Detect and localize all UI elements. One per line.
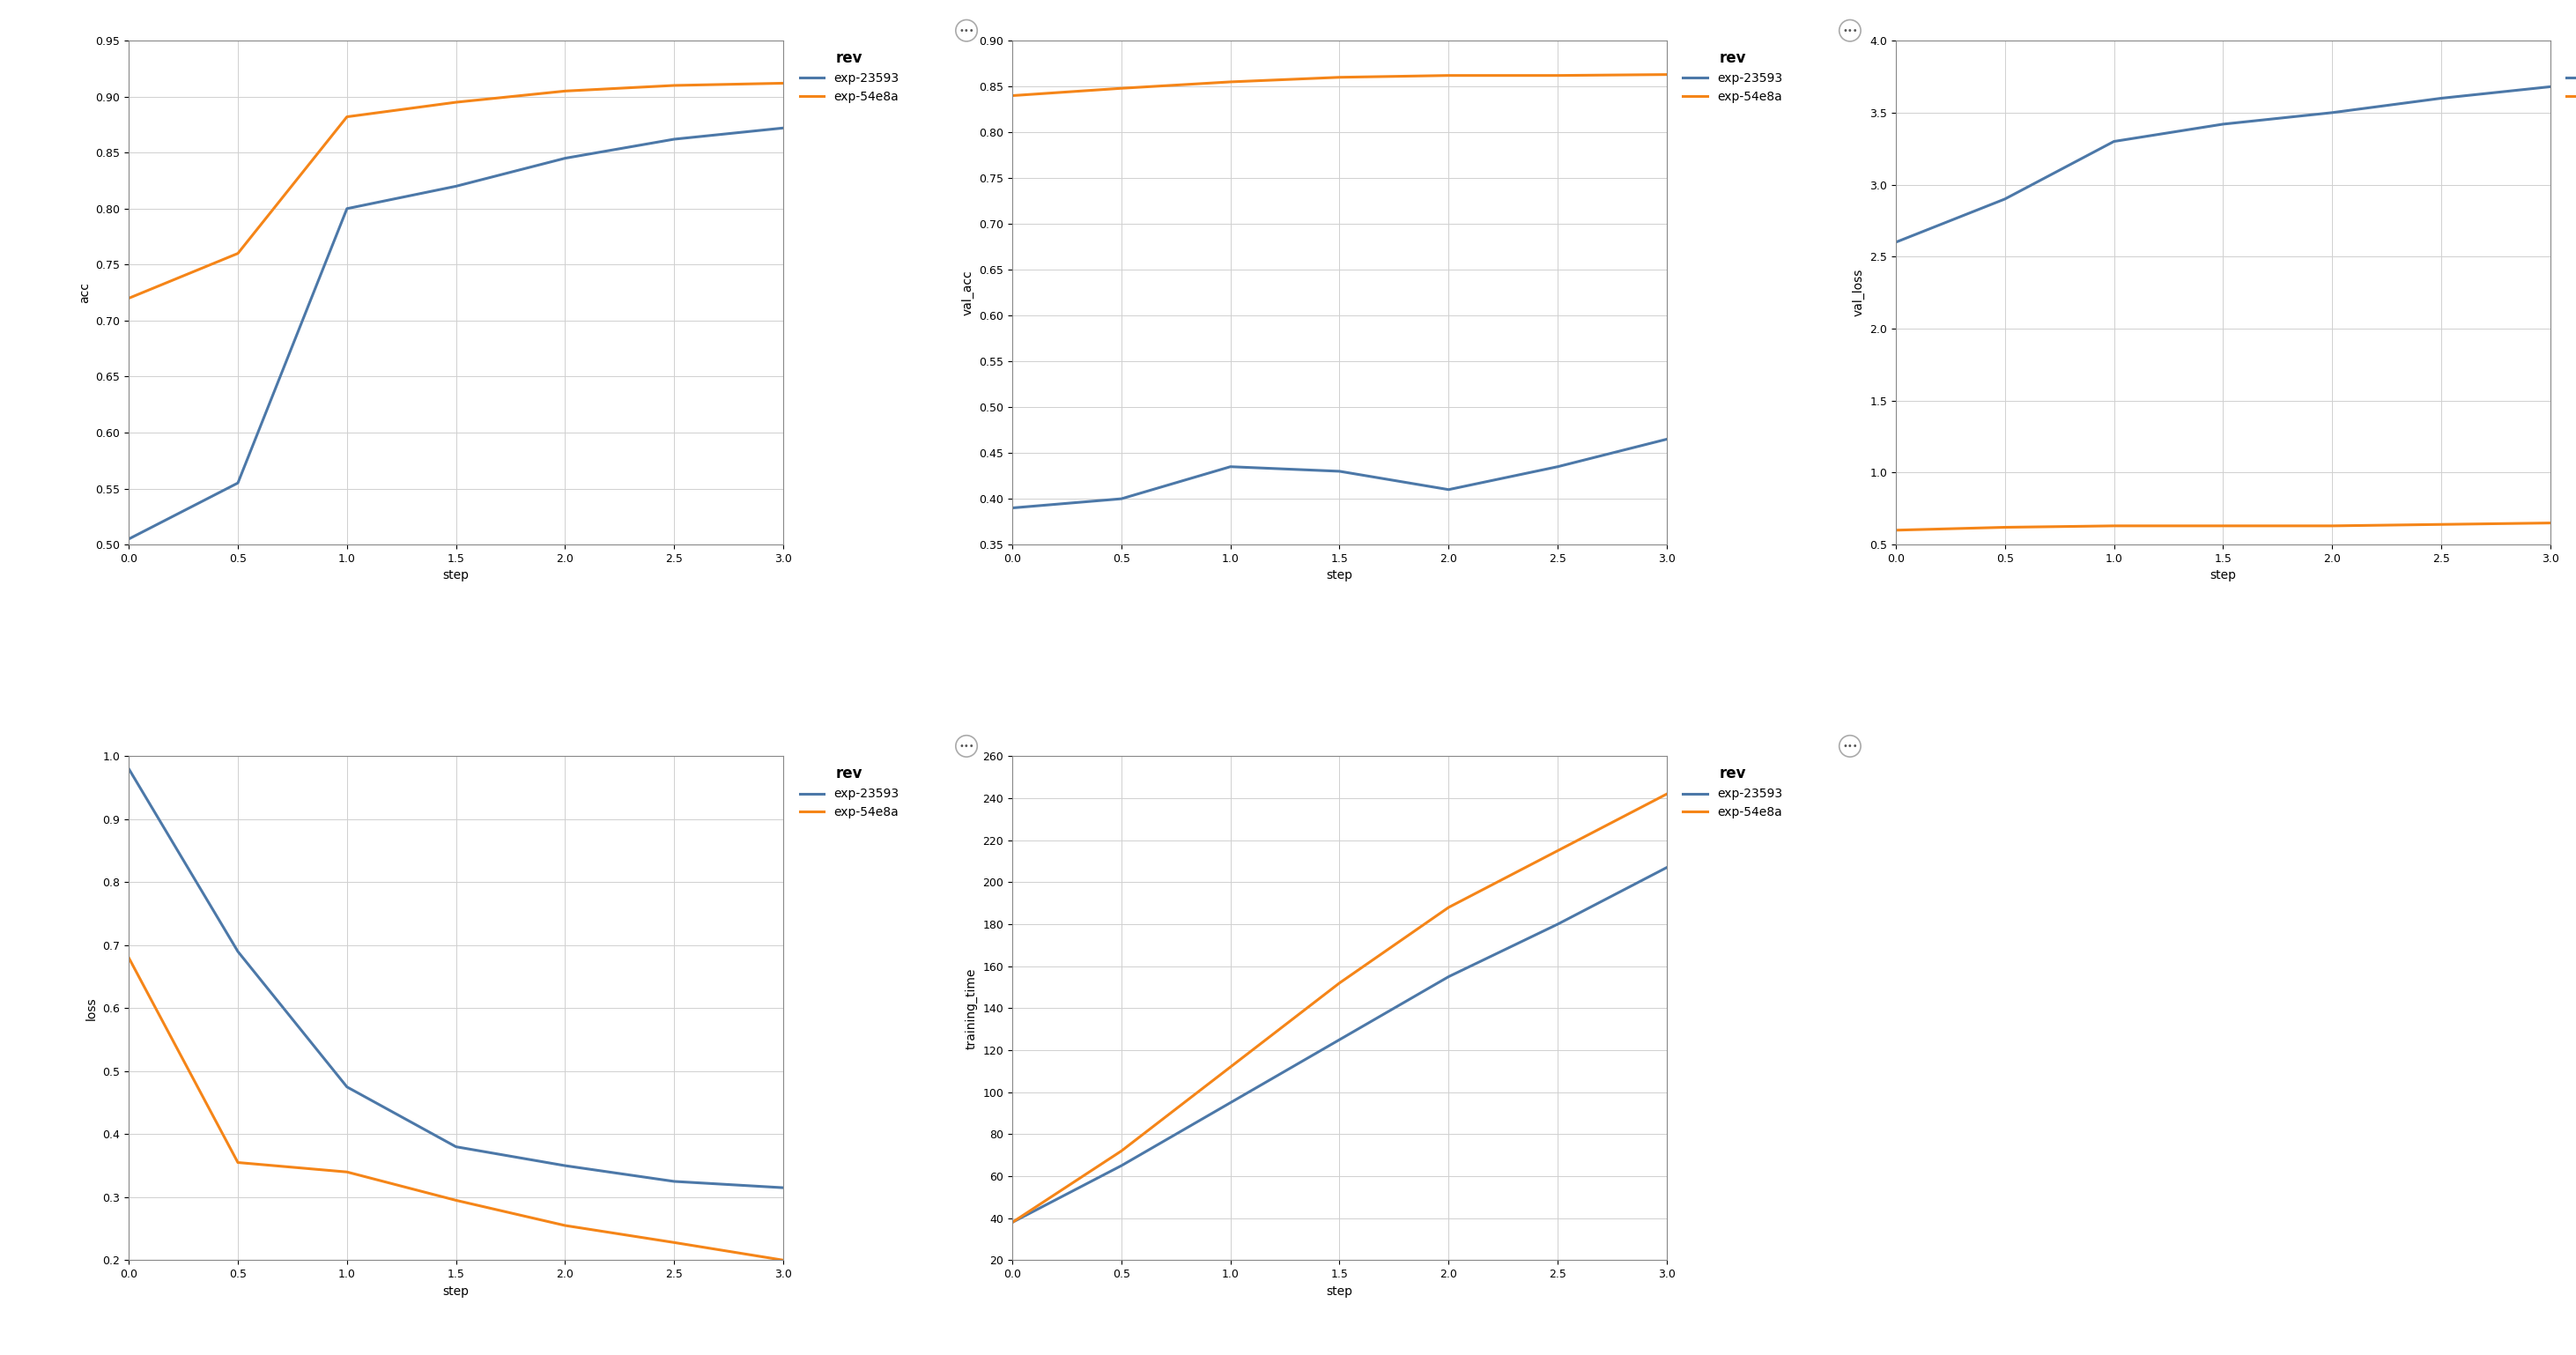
exp-54e8a — [659, 77, 690, 93]
Line: exp-23593: exp-23593 — [129, 127, 783, 539]
Line: exp-54e8a: exp-54e8a — [1896, 523, 2550, 530]
exp-23593 — [659, 131, 690, 148]
exp-54e8a — [1543, 68, 1574, 84]
exp-23593 — [113, 531, 144, 547]
exp-23593 — [332, 201, 363, 217]
exp-23593 — [549, 1157, 580, 1173]
exp-54e8a — [222, 1154, 252, 1171]
Legend: exp-23593, exp-54e8a: exp-23593, exp-54e8a — [2563, 47, 2576, 107]
exp-23593 — [1543, 458, 1574, 474]
Text: •••: ••• — [958, 741, 974, 751]
exp-23593 — [440, 1138, 471, 1154]
exp-23593 — [1432, 969, 1463, 985]
exp-54e8a — [1543, 843, 1574, 859]
Legend: exp-23593, exp-54e8a: exp-23593, exp-54e8a — [796, 763, 902, 822]
exp-23593 — [1216, 458, 1247, 474]
exp-23593 — [1105, 491, 1136, 507]
exp-54e8a — [768, 1252, 799, 1268]
exp-54e8a — [997, 88, 1028, 104]
X-axis label: step: step — [1327, 1285, 1352, 1297]
exp-54e8a — [1989, 519, 2020, 535]
exp-23593 — [2099, 133, 2130, 149]
exp-54e8a — [1216, 1058, 1247, 1075]
exp-23593 — [1324, 1031, 1355, 1047]
Line: exp-54e8a: exp-54e8a — [129, 83, 783, 298]
exp-23593 — [1880, 234, 1911, 251]
exp-54e8a — [549, 1217, 580, 1233]
Y-axis label: loss: loss — [85, 996, 98, 1020]
exp-54e8a — [2208, 518, 2239, 534]
Text: •••: ••• — [958, 26, 974, 35]
Legend: exp-23593, exp-54e8a: exp-23593, exp-54e8a — [1680, 763, 1785, 822]
exp-23593 — [659, 1173, 690, 1190]
Line: exp-54e8a: exp-54e8a — [1012, 794, 1667, 1222]
exp-23593 — [440, 178, 471, 194]
exp-54e8a — [768, 75, 799, 91]
Line: exp-54e8a: exp-54e8a — [1012, 75, 1667, 96]
exp-23593 — [1216, 1095, 1247, 1111]
exp-23593 — [332, 1079, 363, 1095]
exp-23593 — [1432, 481, 1463, 497]
exp-54e8a — [1324, 69, 1355, 85]
exp-54e8a — [1105, 80, 1136, 96]
Y-axis label: acc: acc — [77, 282, 90, 304]
exp-54e8a — [222, 245, 252, 262]
exp-23593 — [1651, 859, 1682, 875]
Y-axis label: val_acc: val_acc — [961, 270, 974, 316]
exp-23593 — [222, 474, 252, 491]
exp-54e8a — [1432, 68, 1463, 84]
exp-23593 — [2316, 104, 2347, 121]
Text: •••: ••• — [1842, 741, 1857, 751]
exp-54e8a — [1432, 900, 1463, 916]
exp-54e8a — [997, 1214, 1028, 1230]
X-axis label: step: step — [1327, 569, 1352, 581]
exp-23593 — [1324, 463, 1355, 480]
X-axis label: step: step — [443, 569, 469, 581]
exp-54e8a — [2316, 518, 2347, 534]
X-axis label: step: step — [443, 1285, 469, 1297]
exp-54e8a — [2427, 516, 2458, 533]
exp-23593 — [222, 943, 252, 959]
Y-axis label: val_loss: val_loss — [1852, 268, 1865, 317]
exp-54e8a — [1651, 786, 1682, 802]
exp-54e8a — [1880, 522, 1911, 538]
Text: •••: ••• — [1842, 26, 1857, 35]
X-axis label: step: step — [2210, 569, 2236, 581]
exp-23593 — [997, 500, 1028, 516]
exp-23593 — [1651, 431, 1682, 447]
Line: exp-23593: exp-23593 — [1012, 439, 1667, 508]
exp-54e8a — [332, 1164, 363, 1180]
Line: exp-23593: exp-23593 — [129, 768, 783, 1188]
Y-axis label: training_time: training_time — [966, 967, 979, 1049]
exp-54e8a — [659, 1234, 690, 1251]
exp-54e8a — [2099, 518, 2130, 534]
exp-54e8a — [332, 108, 363, 125]
exp-54e8a — [1216, 73, 1247, 89]
Line: exp-23593: exp-23593 — [1896, 87, 2550, 243]
Line: exp-23593: exp-23593 — [1012, 867, 1667, 1222]
exp-54e8a — [440, 93, 471, 110]
Legend: exp-23593, exp-54e8a: exp-23593, exp-54e8a — [796, 47, 902, 107]
exp-54e8a — [1651, 66, 1682, 83]
exp-23593 — [113, 760, 144, 776]
exp-23593 — [549, 150, 580, 167]
exp-54e8a — [1105, 1142, 1136, 1159]
exp-23593 — [768, 119, 799, 136]
exp-54e8a — [1324, 974, 1355, 991]
exp-23593 — [2535, 79, 2566, 95]
exp-23593 — [1105, 1157, 1136, 1173]
exp-23593 — [1989, 191, 2020, 207]
exp-23593 — [768, 1180, 799, 1196]
exp-54e8a — [549, 83, 580, 99]
exp-54e8a — [2535, 515, 2566, 531]
exp-54e8a — [113, 950, 144, 966]
exp-23593 — [997, 1214, 1028, 1230]
exp-23593 — [1543, 916, 1574, 932]
exp-23593 — [2427, 91, 2458, 107]
Line: exp-54e8a: exp-54e8a — [129, 958, 783, 1260]
exp-54e8a — [113, 290, 144, 306]
exp-54e8a — [440, 1192, 471, 1209]
Legend: exp-23593, exp-54e8a: exp-23593, exp-54e8a — [1680, 47, 1785, 107]
exp-23593 — [2208, 117, 2239, 133]
